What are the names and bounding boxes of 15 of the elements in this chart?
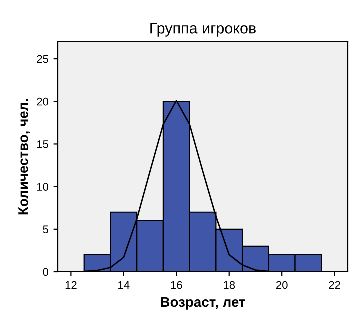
y-axis-title: Количество, чел. [18, 99, 30, 215]
x-tick-label: 14 [118, 281, 130, 290]
y-tick-label: 5 [43, 226, 49, 234]
x-tick-label: 12 [66, 281, 77, 290]
x-tick-label: 20 [276, 281, 288, 290]
x-tick-label: 22 [329, 281, 340, 290]
x-axis-title: Возраст, лет [161, 297, 246, 310]
x-tick-label: 18 [224, 281, 236, 290]
y-tick-label: 25 [37, 55, 49, 64]
y-tick-label: 15 [37, 140, 49, 148]
y-tick-label: 0 [43, 268, 49, 276]
chart-title: Группа игроков [150, 23, 256, 37]
x-tick-label: 16 [171, 281, 182, 290]
y-tick-label: 20 [37, 98, 49, 106]
y-tick-label: 10 [37, 183, 49, 191]
